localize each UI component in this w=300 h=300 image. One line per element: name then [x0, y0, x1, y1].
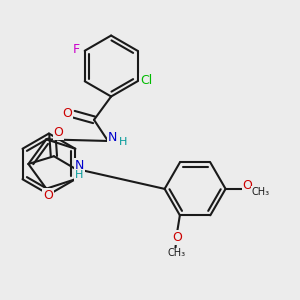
Text: F: F: [72, 43, 80, 56]
Text: O: O: [242, 179, 252, 192]
Text: N: N: [74, 159, 84, 172]
Text: H: H: [119, 137, 127, 147]
Text: CH₃: CH₃: [252, 187, 270, 197]
Text: O: O: [173, 231, 183, 244]
Text: CH₃: CH₃: [167, 248, 185, 258]
Text: H: H: [75, 170, 83, 180]
Text: N: N: [108, 131, 117, 144]
Text: Cl: Cl: [140, 74, 152, 87]
Text: O: O: [62, 107, 72, 120]
Text: O: O: [54, 126, 64, 139]
Text: O: O: [43, 189, 53, 202]
